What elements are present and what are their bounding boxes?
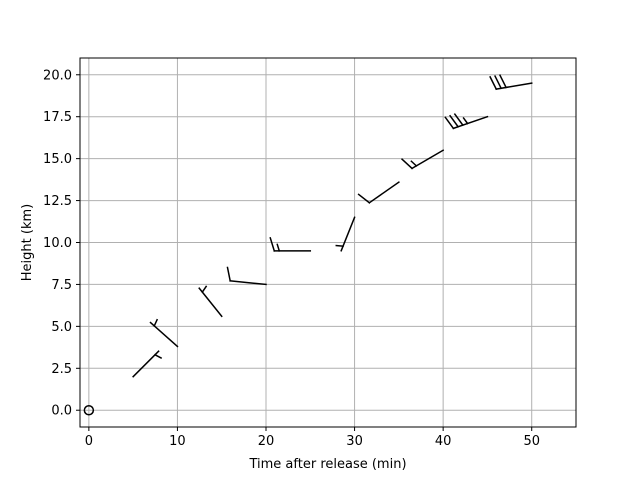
wind-barb <box>83 404 95 416</box>
y-axis-label: Height (km) <box>20 204 35 281</box>
x-axis-label: Time after release (min) <box>248 457 406 472</box>
wind-barb <box>149 318 179 348</box>
x-tick-label: 10 <box>169 434 186 449</box>
x-tick-label: 40 <box>435 434 452 449</box>
wind-barb <box>357 181 400 204</box>
y-tick-label: 12.5 <box>43 194 72 209</box>
barb-shaft <box>495 82 533 90</box>
grid <box>80 58 576 427</box>
wind-barb <box>269 236 312 252</box>
barb-shaft <box>452 115 489 130</box>
x-tick-label: 0 <box>85 434 93 449</box>
barb-half-feather <box>335 244 344 247</box>
barb-half-feather <box>276 243 281 252</box>
y-tick-label: 17.5 <box>43 110 72 125</box>
barb-feather <box>453 113 464 127</box>
y-tick-label: 10.0 <box>43 236 72 251</box>
barb-feather <box>444 116 455 130</box>
y-tick-label: 2.5 <box>51 362 72 377</box>
barb-feather <box>449 114 460 128</box>
y-tick-label: 20.0 <box>43 68 72 83</box>
barb-shaft <box>340 216 356 252</box>
barb-half-feather <box>201 285 208 294</box>
x-tick-label: 50 <box>523 434 540 449</box>
barb-feather <box>269 236 276 252</box>
barb-shaft <box>149 321 179 348</box>
barb-shaft <box>229 280 267 286</box>
wind-barb <box>198 285 223 318</box>
y-tick-label: 0.0 <box>51 404 72 419</box>
x-tick-label: 20 <box>258 434 275 449</box>
barb-feather <box>489 75 498 91</box>
barb-half-feather <box>462 116 469 125</box>
barb-feather <box>226 266 232 282</box>
wind-barb <box>489 74 533 91</box>
wind-barb <box>132 350 163 378</box>
y-tick-label: 15.0 <box>43 152 72 167</box>
wind-barb <box>226 266 267 286</box>
barb-shaft <box>411 149 445 170</box>
wind-barb <box>400 149 445 170</box>
barb-shaft <box>198 287 223 318</box>
barb-feather <box>357 193 371 204</box>
wind-barb <box>444 113 489 130</box>
calm-circle <box>83 404 95 416</box>
wind-barbs <box>83 74 533 416</box>
y-tick-label: 7.5 <box>51 278 72 293</box>
barb-feather <box>494 75 503 90</box>
x-tick-label: 30 <box>346 434 363 449</box>
y-tick-label: 5.0 <box>51 320 72 335</box>
wind-barb <box>335 216 356 252</box>
barb-shaft <box>368 181 400 204</box>
barb-feather <box>400 158 414 170</box>
barb-half-feather <box>153 318 159 327</box>
barb-feather <box>498 74 508 89</box>
barb-half-feather <box>154 353 163 359</box>
barb-shaft <box>132 350 160 378</box>
barb-half-feather <box>410 160 418 167</box>
axis-ticks: 0 10 20 30 40 50 0.0 2.5 5.0 7.5 10.0 12.5 15.0 17.5 2… <box>43 68 540 449</box>
